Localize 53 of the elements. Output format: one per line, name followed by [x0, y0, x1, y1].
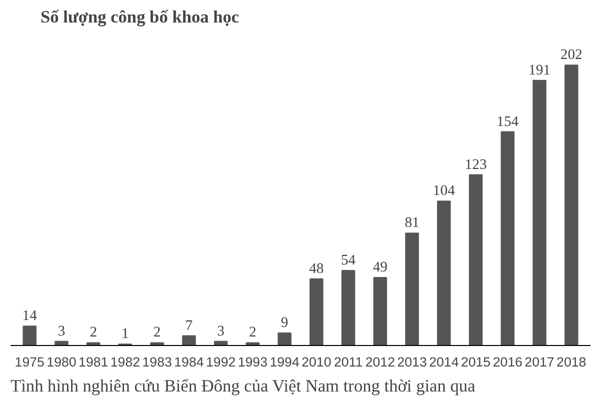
x-tick-label: 2012	[365, 354, 395, 370]
data-label: 2	[90, 324, 98, 341]
x-tick-label: 1984	[174, 354, 204, 370]
bar	[182, 335, 196, 346]
data-label: 104	[432, 183, 456, 200]
data-label: 3	[58, 323, 66, 340]
x-tick-label: 2018	[556, 354, 586, 370]
bar	[246, 342, 260, 346]
text: Tình hình nghiên cứu Biển Đông của Việt Nam trong thời gian qua	[10, 376, 476, 396]
data-label: 123	[464, 156, 487, 173]
x-tick-label: 2016	[492, 354, 522, 370]
data-label: 1	[122, 326, 129, 342]
bar	[405, 232, 419, 346]
data-label: 3	[217, 323, 224, 340]
data-label: 49	[372, 259, 388, 276]
data-label: 154	[496, 114, 520, 130]
x-tick-label: 2015	[460, 354, 491, 370]
x-tick-label: 1982	[110, 354, 140, 370]
bar	[373, 276, 388, 346]
x-tick-label: 2014	[429, 354, 460, 370]
data-label: 2	[249, 324, 256, 341]
data-label: 2	[153, 324, 161, 341]
x-tick-label: 1975	[14, 354, 44, 370]
bar	[278, 332, 292, 346]
bar	[564, 64, 578, 346]
bar	[437, 200, 451, 346]
data-label: 9	[280, 315, 288, 332]
bar	[310, 278, 324, 346]
x-tick-label: 1993	[238, 354, 268, 370]
data-label: 14	[22, 308, 38, 324]
x-tick-label: 1992	[206, 354, 236, 370]
bar	[86, 342, 100, 346]
x-tick-label: 1980	[46, 354, 76, 370]
bar	[150, 342, 164, 346]
data-label: 7	[185, 318, 193, 334]
chart-title: Số lượng công bố khoa học	[40, 8, 240, 26]
bar	[22, 326, 36, 346]
x-tick-label: 2017	[524, 354, 554, 370]
bar	[468, 174, 483, 346]
data-label: 202	[560, 47, 582, 64]
bar	[341, 270, 356, 346]
data-label: 54	[340, 252, 356, 269]
bar	[500, 131, 515, 346]
data-label: 81	[404, 215, 420, 232]
data-label: 48	[309, 260, 324, 277]
x-tick-label: 1994	[270, 354, 300, 370]
bar	[532, 80, 546, 346]
x-tick-label: 2010	[302, 354, 332, 370]
x-tick-label: 1981	[78, 354, 108, 370]
x-tick-label: 1983	[142, 354, 172, 370]
x-tick-label: 2011	[334, 354, 363, 370]
data-label: 191	[528, 62, 551, 78]
x-tick-label: 2013	[397, 354, 427, 370]
